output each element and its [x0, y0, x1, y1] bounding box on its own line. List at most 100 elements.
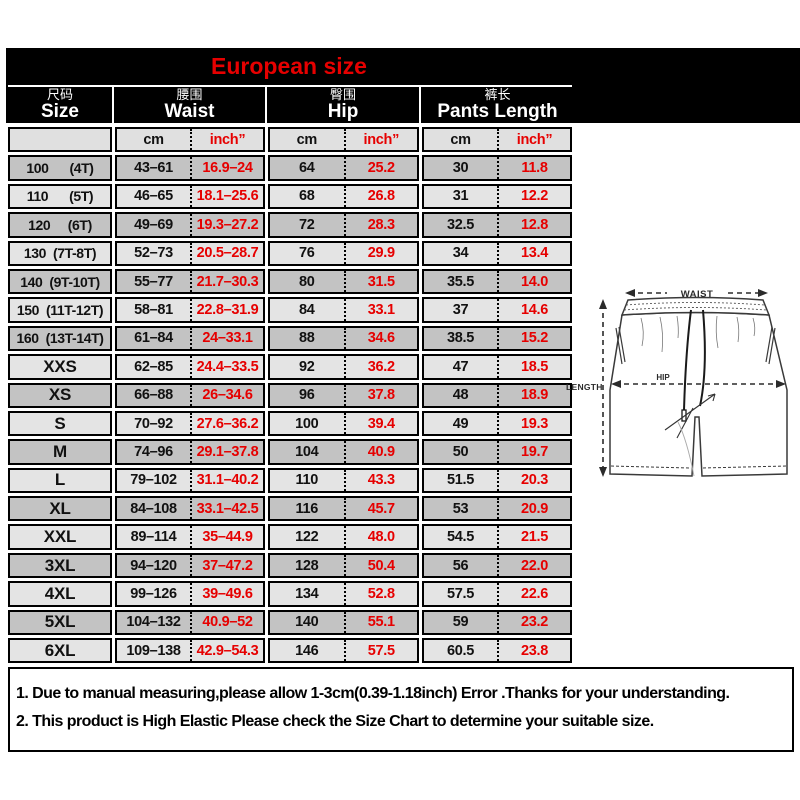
hip-cell-inch: 50.4: [343, 554, 418, 577]
table-row: 5XL 104–132 40.9–52 140 55.1 59 23.2: [8, 609, 572, 636]
pants-length-cell-cm: 56: [452, 557, 469, 574]
pants-length-cell: 38.5 15.2: [422, 325, 572, 352]
pants-length-cell: 47 18.5: [422, 354, 572, 380]
waist-cell-inch: 24.4–33.5: [190, 356, 263, 378]
hip-cell-cm: 68: [298, 188, 315, 205]
pants-length-cell-inch: 21.5: [497, 526, 570, 548]
waist-cell-inch: 19.3–27.2: [190, 214, 263, 236]
pants-length-cell: 35.5 14.0: [422, 268, 572, 295]
pants-length-cell: 57.5 22.6: [422, 581, 572, 607]
pants-length-cell: 56 22.0: [422, 552, 572, 579]
pocket-lines: [615, 326, 776, 365]
waist-cell-cm: 55–77: [134, 273, 173, 290]
waist-cell-cm: 84–108: [130, 500, 177, 517]
pants-length-cell-cm: 37: [452, 302, 469, 319]
table-row: 110 (5T) 46–65 18.1–25.6 68 26.8 31 12.2: [8, 183, 572, 210]
hip-cell-cm: 84: [298, 302, 315, 319]
waist-cell: 46–65 18.1–25.6: [115, 183, 265, 210]
header-pants-length-zh: 裤长: [484, 87, 511, 103]
unit-pants-cm: cm: [450, 131, 471, 148]
pants-length-cell-inch: 13.4: [497, 242, 570, 264]
unit-pants-cell: cm inch”: [422, 127, 572, 153]
hip-cell: 84 33.1: [268, 297, 419, 323]
pants-length-cell: 30 11.8: [422, 155, 572, 181]
waist-cell: 55–77 21.7–30.3: [115, 268, 265, 295]
hip-cell-cm: 88: [298, 330, 315, 347]
hip-cell-cm: 122: [295, 529, 319, 546]
pants-length-cell-inch: 11.8: [497, 157, 570, 179]
hip-cell-inch: 52.8: [343, 583, 418, 605]
waist-cell-cm: 94–120: [130, 557, 177, 574]
unit-header-row: cm inch” cm inch” cm inch”: [8, 127, 572, 153]
hip-cell-cm: 134: [295, 585, 319, 602]
hip-cell: 64 25.2: [268, 155, 419, 181]
shorts-outline: [609, 296, 788, 477]
waist-cell-inch: 26–34.6: [190, 384, 263, 406]
table-row: XXL 89–114 35–44.9 122 48.0 54.5 21.5: [8, 524, 572, 550]
hip-cell-inch: 34.6: [343, 327, 418, 350]
hip-cell: 128 50.4: [268, 552, 419, 579]
waist-cell-inch: 31.1–40.2: [190, 469, 263, 492]
waist-cell: 62–85 24.4–33.5: [115, 354, 265, 380]
hip-cell: 104 40.9: [268, 439, 419, 465]
table-row: 3XL 94–120 37–47.2 128 50.4 56 22.0: [8, 552, 572, 579]
hip-cell: 140 55.1: [268, 609, 419, 636]
hip-cell: 100 39.4: [268, 410, 419, 437]
waist-cell: 43–61 16.9–24: [115, 155, 265, 181]
table-row: 100 (4T) 43–61 16.9–24 64 25.2 30 11.8: [8, 155, 572, 181]
unit-hip-inch: inch”: [343, 129, 418, 151]
waist-cell-inch: 39–49.6: [190, 583, 263, 605]
waistband-stitching: [623, 302, 768, 311]
pants-length-cell-inch: 23.8: [497, 640, 570, 662]
hip-cell-cm: 92: [298, 358, 315, 375]
size-cell: 160 (13T-14T): [8, 325, 112, 352]
table-row: XXS 62–85 24.4–33.5 92 36.2 47 18.5: [8, 354, 572, 380]
table-row: 140 (9T-10T) 55–77 21.7–30.3 80 31.5 35.5 14.0: [8, 268, 572, 295]
pants-length-cell: 31 12.2: [422, 183, 572, 210]
header-waist-en: Waist: [164, 100, 215, 122]
size-cell: 150 (11T-12T): [8, 297, 112, 323]
pants-length-cell-cm: 53: [452, 500, 469, 517]
hip-cell-cm: 100: [295, 415, 319, 432]
fabric-fold-lines: [640, 315, 756, 353]
pants-length-cell-inch: 19.3: [497, 412, 570, 435]
size-cell: S: [8, 410, 112, 437]
waist-cell: 52–73 20.5–28.7: [115, 240, 265, 266]
size-cell: XXS: [8, 354, 112, 380]
waist-arrow: [625, 289, 768, 297]
hip-cell-inch: 57.5: [343, 640, 418, 662]
table-row: 6XL 109–138 42.9–54.3 146 57.5 60.5 23.8: [8, 638, 572, 664]
pants-length-cell: 48 18.9: [422, 382, 572, 408]
pants-length-cell-cm: 30: [452, 160, 469, 177]
waist-cell-cm: 89–114: [130, 529, 177, 546]
table-row: L 79–102 31.1–40.2 110 43.3 51.5 20.3: [8, 467, 572, 494]
notes-box: 1. Due to manual measuring,please allow …: [8, 667, 794, 752]
inseam-line: [677, 421, 695, 477]
waist-cell-inch: 22.8–31.9: [190, 299, 263, 321]
waist-cell: 61–84 24–33.1: [115, 325, 265, 352]
pants-length-cell: 32.5 12.8: [422, 212, 572, 238]
hip-cell-inch: 26.8: [343, 185, 418, 208]
waist-cell-inch: 24–33.1: [190, 327, 263, 350]
pants-length-cell-inch: 14.6: [497, 299, 570, 321]
size-cell: XL: [8, 496, 112, 522]
size-cell: XS: [8, 382, 112, 408]
header-pants-length: 裤长 Pants Length: [421, 87, 574, 123]
unit-hip-cell: cm inch”: [268, 127, 419, 153]
hem-stitching: [610, 465, 787, 469]
pants-length-cell-cm: 49: [452, 415, 469, 432]
hip-cell-cm: 116: [295, 500, 319, 517]
pants-length-cell-inch: 12.2: [497, 185, 570, 208]
hip-cell: 92 36.2: [268, 354, 419, 380]
pants-length-cell-cm: 38.5: [446, 330, 475, 347]
pants-length-cell-inch: 22.6: [497, 583, 570, 605]
waist-cell-inch: 18.1–25.6: [190, 185, 263, 208]
unit-hip-cm: cm: [296, 131, 318, 148]
waist-cell-cm: 61–84: [134, 330, 173, 347]
hip-cell-cm: 104: [295, 443, 319, 460]
waist-cell-inch: 16.9–24: [190, 157, 263, 179]
hip-cell-cm: 128: [295, 557, 319, 574]
waist-cell-inch: 27.6–36.2: [190, 412, 263, 435]
hip-cell: 80 31.5: [268, 268, 419, 295]
